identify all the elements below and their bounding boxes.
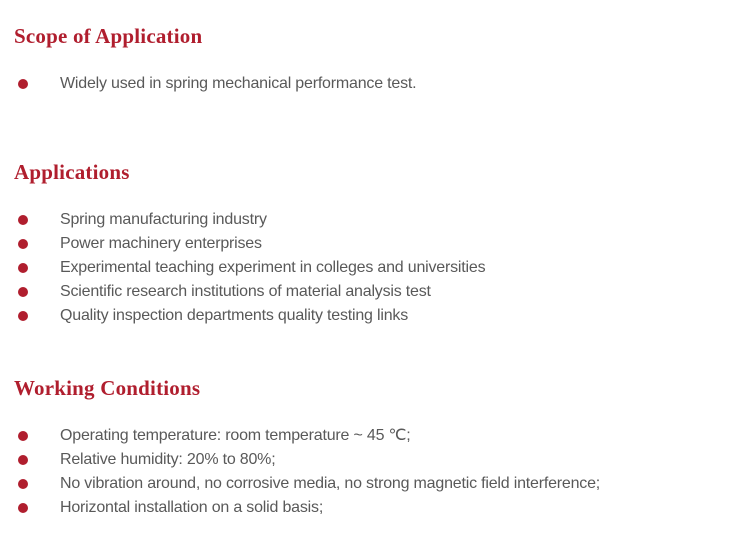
list-item-text: Experimental teaching experiment in coll… [60, 259, 486, 276]
bullet-circle-icon [18, 479, 28, 489]
bullet-circle-icon [18, 239, 28, 249]
list-item: Scientific research institutions of mate… [0, 280, 750, 304]
list-item-text: Horizontal installation on a solid basis… [60, 499, 324, 516]
list-item-text: Scientific research institutions of mate… [60, 283, 431, 300]
bullet-circle-icon [18, 503, 28, 513]
list-item-text: Operating temperature: room temperature … [60, 427, 411, 444]
list-item: Spring manufacturing industry [0, 208, 750, 232]
list-item: No vibration around, no corrosive media,… [0, 472, 750, 496]
section-title-working-conditions: Working Conditions [14, 376, 201, 400]
list-item: Quality inspection departments quality t… [0, 304, 750, 328]
list-item-text: Power machinery enterprises [60, 235, 262, 252]
bullet-circle-icon [18, 455, 28, 465]
list-item: Operating temperature: room temperature … [0, 424, 750, 448]
bullet-circle-icon [18, 263, 28, 273]
list-item: Horizontal installation on a solid basis… [0, 496, 750, 520]
bullet-circle-icon [18, 287, 28, 297]
bullet-circle-icon [18, 215, 28, 225]
section-title-scope-of-application: Scope of Application [14, 24, 203, 48]
list-item: Widely used in spring mechanical perform… [0, 72, 750, 96]
list-item-text: Widely used in spring mechanical perform… [60, 75, 417, 92]
list-item-text: No vibration around, no corrosive media,… [60, 475, 601, 492]
list-item: Relative humidity: 20% to 80%; [0, 448, 750, 472]
scope-of-application-list: Widely used in spring mechanical perform… [0, 72, 750, 96]
applications-list: Spring manufacturing industry Power mach… [0, 208, 750, 328]
section-title-applications: Applications [14, 160, 130, 184]
list-item: Experimental teaching experiment in coll… [0, 256, 750, 280]
working-conditions-list: Operating temperature: room temperature … [0, 424, 750, 520]
bullet-circle-icon [18, 431, 28, 441]
bullet-circle-icon [18, 79, 28, 89]
list-item-text: Relative humidity: 20% to 80%; [60, 451, 276, 468]
list-item: Power machinery enterprises [0, 232, 750, 256]
list-item-text: Spring manufacturing industry [60, 211, 267, 228]
list-item-text: Quality inspection departments quality t… [60, 307, 409, 324]
bullet-circle-icon [18, 311, 28, 321]
